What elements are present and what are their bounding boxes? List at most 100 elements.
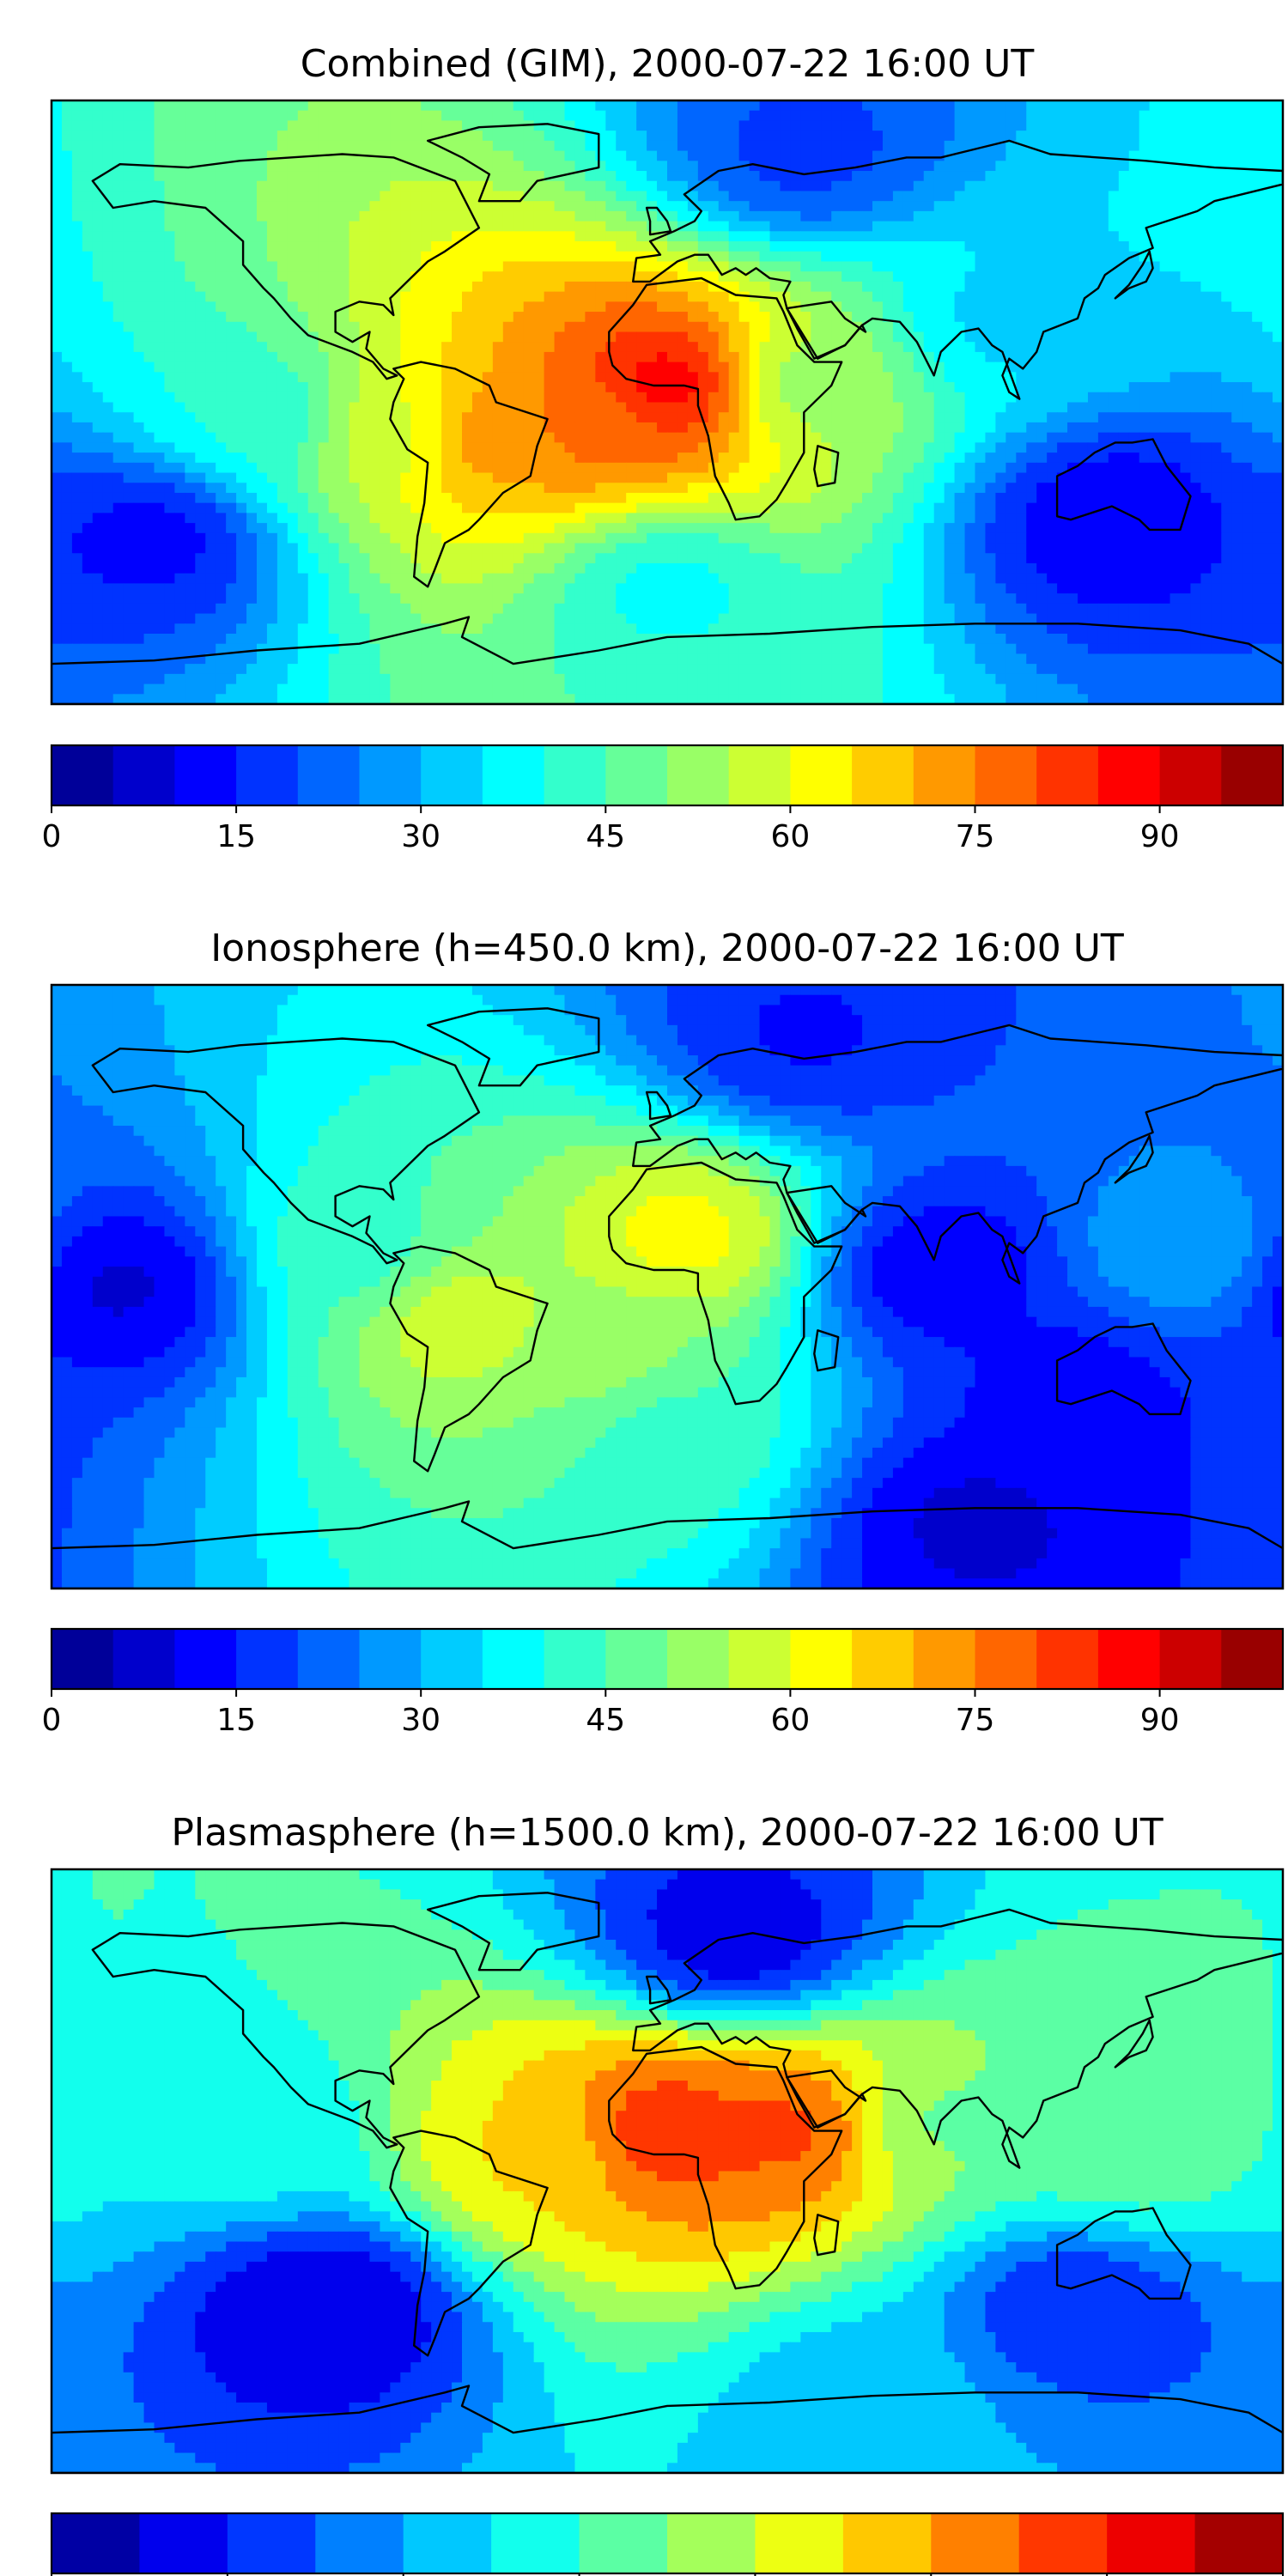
field-cell bbox=[647, 462, 658, 474]
field-cell bbox=[841, 291, 853, 302]
field-cell bbox=[1211, 392, 1222, 404]
field-cell bbox=[923, 412, 935, 423]
field-cell bbox=[975, 342, 987, 353]
field-cell bbox=[123, 351, 135, 363]
field-cell bbox=[1200, 432, 1212, 443]
field-cell bbox=[647, 171, 658, 182]
field-cell bbox=[892, 231, 904, 242]
field-cell bbox=[1026, 251, 1037, 263]
field-cell bbox=[318, 171, 330, 182]
field-cell bbox=[964, 210, 976, 222]
field-cell bbox=[359, 201, 371, 212]
field-cell bbox=[71, 291, 83, 302]
field-cell bbox=[636, 100, 647, 112]
field-cell bbox=[318, 180, 330, 192]
field-cell bbox=[985, 351, 996, 363]
field-cell bbox=[462, 312, 473, 323]
field-cell bbox=[400, 301, 411, 313]
field-cell bbox=[769, 342, 781, 353]
field-cell bbox=[154, 412, 166, 423]
field-cell bbox=[1057, 392, 1068, 404]
field-cell bbox=[1067, 492, 1078, 504]
field-cell bbox=[1026, 442, 1037, 453]
field-cell bbox=[266, 161, 278, 172]
field-cell bbox=[605, 422, 617, 434]
field-cell bbox=[1026, 180, 1037, 192]
field-cell bbox=[318, 351, 330, 363]
field-cell bbox=[554, 131, 566, 142]
field-cell bbox=[112, 231, 125, 242]
field-cell bbox=[1211, 140, 1222, 152]
field-cell bbox=[61, 331, 73, 343]
field-cell bbox=[882, 201, 894, 212]
field-cell bbox=[287, 180, 299, 192]
field-cell bbox=[564, 513, 576, 524]
field-cell bbox=[471, 492, 483, 504]
field-cell bbox=[226, 241, 237, 252]
field-cell bbox=[359, 301, 371, 313]
field-cell bbox=[226, 150, 237, 161]
field-cell bbox=[236, 361, 247, 373]
field-cell bbox=[133, 251, 145, 263]
field-cell bbox=[462, 281, 473, 293]
field-cell bbox=[585, 312, 596, 323]
field-cell bbox=[923, 453, 935, 464]
field-cell bbox=[236, 312, 247, 323]
field-cell bbox=[718, 342, 730, 353]
field-cell bbox=[1067, 301, 1078, 313]
field-cell bbox=[667, 171, 678, 182]
field-cell bbox=[831, 231, 842, 242]
field-cell bbox=[492, 100, 504, 112]
field-cell bbox=[307, 221, 319, 232]
field-cell bbox=[1262, 231, 1273, 242]
field-cell bbox=[1170, 492, 1182, 504]
field-cell bbox=[369, 422, 380, 434]
field-cell bbox=[216, 502, 227, 513]
field-cell bbox=[677, 140, 689, 152]
field-cell bbox=[595, 392, 606, 404]
field-cell bbox=[452, 331, 463, 343]
field-cell bbox=[533, 140, 545, 152]
field-cell bbox=[554, 432, 566, 443]
field-cell bbox=[749, 221, 761, 232]
field-cell bbox=[923, 241, 935, 252]
field-cell bbox=[841, 412, 853, 423]
field-cell bbox=[226, 422, 237, 434]
field-cell bbox=[1087, 321, 1099, 333]
field-cell bbox=[821, 210, 832, 222]
field-cell bbox=[1078, 241, 1089, 252]
field-cell bbox=[82, 351, 94, 363]
field-cell bbox=[112, 241, 125, 252]
field-cell bbox=[626, 453, 637, 464]
field-cell bbox=[1200, 442, 1212, 453]
field-cell bbox=[595, 251, 606, 263]
field-cell bbox=[749, 180, 761, 192]
field-cell bbox=[1078, 271, 1089, 283]
field-cell bbox=[1057, 502, 1068, 513]
field-cell bbox=[811, 201, 822, 212]
field-cell bbox=[133, 191, 145, 202]
field-cell bbox=[1252, 201, 1263, 212]
field-cell bbox=[995, 251, 1006, 263]
field-cell bbox=[985, 412, 996, 423]
field-cell bbox=[462, 412, 473, 423]
field-cell bbox=[1221, 271, 1232, 283]
field-cell bbox=[492, 291, 504, 302]
field-cell bbox=[769, 120, 781, 131]
field-cell bbox=[1087, 422, 1099, 434]
field-cell bbox=[708, 210, 720, 222]
field-cell bbox=[533, 502, 545, 513]
field-cell bbox=[513, 462, 525, 474]
field-cell bbox=[1242, 261, 1253, 272]
field-cell bbox=[975, 502, 987, 513]
field-cell bbox=[441, 180, 453, 192]
field-cell bbox=[266, 210, 278, 222]
field-cell bbox=[92, 231, 104, 242]
field-cell bbox=[759, 412, 771, 423]
field-cell bbox=[1242, 100, 1253, 112]
field-cell bbox=[462, 271, 473, 283]
field-cell bbox=[636, 210, 647, 222]
field-cell bbox=[1170, 241, 1182, 252]
field-cell bbox=[1005, 210, 1017, 222]
